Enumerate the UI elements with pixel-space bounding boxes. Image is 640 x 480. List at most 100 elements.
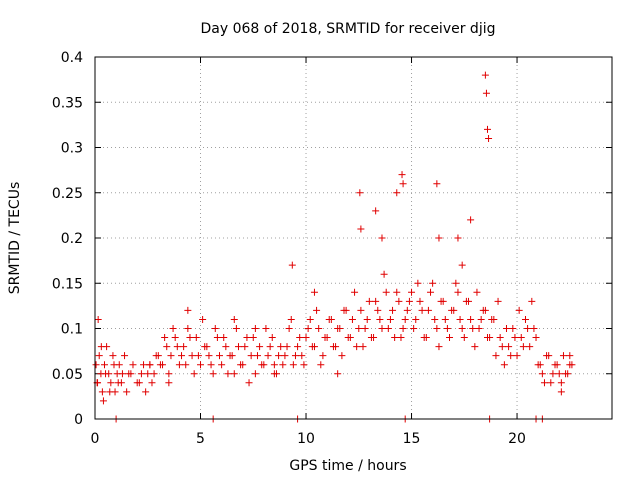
data-point [481,71,489,79]
data-point [99,397,107,405]
grid-lines [95,57,612,419]
data-point [471,343,479,351]
data-point [184,325,192,332]
data-point [477,315,485,323]
data-point [232,325,240,332]
data-point [469,325,477,332]
data-point [194,352,202,360]
data-point [186,334,194,342]
data-point [241,343,249,351]
data-point [498,343,506,351]
data-point [121,352,129,360]
data-point [140,361,148,369]
data-point [414,279,422,287]
data-point [165,370,173,378]
data-point [460,334,468,342]
data-point [313,306,321,314]
data-point [216,352,224,360]
data-point [205,352,213,360]
data-point [199,315,207,323]
y-tick-label: 0.1 [61,322,83,338]
data-point [519,343,527,351]
data-point [538,370,546,378]
data-point [367,334,375,342]
data-point [559,352,567,360]
data-point [100,361,108,369]
data-point [424,306,432,314]
data-point [207,361,215,369]
data-point [180,343,188,351]
data-point [399,325,407,332]
chart-title: Day 068 of 2018, SRMTID for receiver dji… [201,21,496,37]
data-point [106,388,114,396]
data-point [156,361,164,369]
data-point [435,343,443,351]
data-point [513,352,521,360]
data-point [399,180,407,188]
data-point [107,379,115,387]
data-point [515,306,523,314]
data-point [361,325,369,332]
data-point [526,343,534,351]
axis-ticks: 0 0.05 0.1 0.15 0.2 0.25 0.3 0.35 0.4 0 5 10 15 20 [52,50,612,447]
data-point [431,315,439,323]
data-point [268,334,276,342]
data-point [443,325,451,332]
data-point [95,352,103,360]
data-point [355,325,363,332]
data-point [505,343,513,351]
data-point [190,370,198,378]
data-point [127,370,135,378]
data-point [566,352,574,360]
y-tick-label: 0.25 [52,186,83,202]
data-point [511,334,519,342]
data-point [566,361,574,369]
data-point [228,352,236,360]
data-point [473,288,481,296]
data-point [557,379,565,387]
data-point [300,361,308,369]
data-point [433,180,441,188]
data-point [521,315,529,323]
data-point [211,325,219,332]
data-point [456,315,464,323]
data-point [152,352,160,360]
data-point [270,361,278,369]
data-point [97,343,105,351]
data-point [291,352,299,360]
data-point [376,315,384,323]
data-point [374,306,382,314]
data-point [540,379,548,387]
data-point [247,352,255,360]
data-point [304,325,312,332]
data-point [359,343,367,351]
data-point [184,306,192,314]
data-point [378,234,386,242]
data-point [192,334,200,342]
data-point [163,343,171,351]
data-point [408,288,416,296]
data-point [146,361,154,369]
data-point [220,334,228,342]
data-point [422,334,430,342]
data-point [165,379,173,387]
x-tick-label: 0 [91,431,100,447]
y-tick-label: 0.4 [61,50,83,66]
data-point [213,334,221,342]
x-tick-label: 10 [297,431,315,447]
data-point [562,370,570,378]
data-point [416,297,424,305]
data-point [175,361,183,369]
data-point [429,279,437,287]
data-point [357,225,365,233]
data-point [319,352,327,360]
data-point [275,352,283,360]
data-point [389,306,397,314]
data-point [378,325,386,332]
data-point [279,361,287,369]
data-point [188,352,196,360]
data-points [92,71,576,423]
data-point [137,370,145,378]
data-point [277,343,285,351]
